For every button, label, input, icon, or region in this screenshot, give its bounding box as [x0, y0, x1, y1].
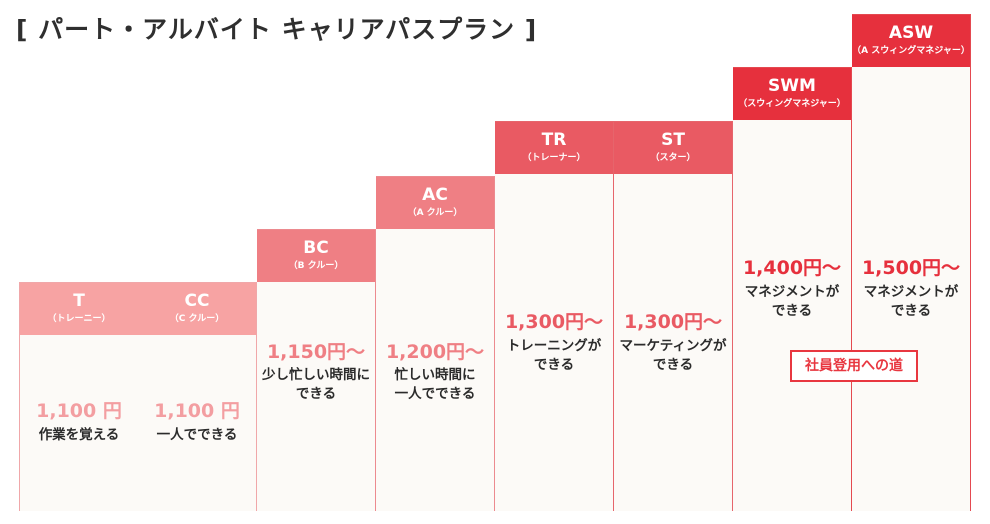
step-wage: 1,300円～ [623, 311, 723, 333]
step-code: AC [422, 185, 448, 205]
career-step-header: T （トレーニー） [20, 283, 138, 335]
step-description: できる [533, 357, 575, 373]
step-description: できる [890, 303, 932, 319]
step-subtitle: （C クルー） [169, 314, 225, 324]
career-step-header: CC （C クルー） [138, 283, 256, 335]
career-step-header: AC （A クルー） [376, 177, 494, 229]
page-title: [ パート・アルバイト キャリアパスプラン ] [16, 15, 538, 44]
step-code: BC [303, 238, 329, 258]
step-code: ST [661, 130, 685, 150]
step-subtitle: （A スウィングマネジャー） [852, 46, 970, 56]
step-description: マーケティングが [619, 338, 727, 354]
career-step-body [733, 120, 851, 511]
career-step-cc: CC （C クルー） 1,100 円 一人でできる [138, 282, 257, 511]
step-code: TR [541, 130, 567, 150]
step-description: できる [295, 386, 337, 402]
step-subtitle: （トレーニー） [47, 314, 111, 324]
employee-promotion-path-label: 社員登用への道 [790, 350, 918, 382]
career-step-body [138, 335, 256, 511]
step-description: 作業を覚える [38, 427, 120, 443]
step-wage: 1,150円～ [266, 341, 366, 363]
career-step-body [495, 174, 613, 511]
career-step-header: ASW （A スウィングマネジャー） [852, 15, 970, 67]
step-wage: 1,100 円 [36, 400, 122, 422]
step-description: トレーニングが [506, 338, 602, 354]
step-description: マネジメントが [744, 284, 840, 300]
career-step-asw: ASW （A スウィングマネジャー） 1,500円～ マネジメントが できる [852, 14, 971, 511]
step-wage: 1,300円～ [504, 311, 604, 333]
step-description: 一人でできる [156, 427, 238, 443]
career-step-tr: TR （トレーナー） 1,300円～ トレーニングが できる [495, 121, 614, 511]
career-step-header: TR （トレーナー） [495, 122, 613, 174]
step-code: ASW [888, 23, 934, 43]
career-step-body [20, 335, 138, 511]
career-step-t: T （トレーニー） 1,100 円 作業を覚える [19, 282, 139, 511]
career-step-body [376, 229, 494, 511]
step-description: できる [652, 357, 694, 373]
career-step-body [852, 67, 970, 511]
career-step-body [257, 282, 375, 511]
career-step-swm: SWM （スウィングマネジャー） 1,400円～ マネジメントが できる [733, 67, 852, 511]
step-subtitle: （スウィングマネジャー） [738, 99, 846, 109]
career-step-ac: AC （A クルー） 1,200円～ 忙しい時間に 一人でできる [376, 176, 495, 511]
career-step-bc: BC （B クルー） 1,150円～ 少し忙しい時間に できる [257, 229, 376, 511]
step-wage: 1,400円～ [742, 257, 842, 279]
step-code: CC [184, 291, 210, 311]
step-wage: 1,100 円 [154, 400, 240, 422]
career-step-header: SWM （スウィングマネジャー） [733, 68, 851, 120]
step-description: 一人でできる [394, 386, 476, 402]
step-code: SWM [768, 76, 816, 96]
step-wage: 1,500円～ [861, 257, 961, 279]
step-subtitle: （スター） [650, 153, 696, 163]
step-subtitle: （A クルー） [407, 208, 463, 218]
career-step-body [614, 174, 732, 511]
step-code: T [73, 291, 85, 311]
step-description: できる [771, 303, 813, 319]
step-wage: 1,200円～ [385, 341, 485, 363]
step-subtitle: （B クルー） [288, 261, 344, 271]
step-description: マネジメントが [863, 284, 959, 300]
step-description: 少し忙しい時間に [262, 367, 370, 383]
step-subtitle: （トレーナー） [522, 153, 586, 163]
step-description: 忙しい時間に [394, 367, 476, 383]
career-step-header: BC （B クルー） [257, 230, 375, 282]
career-step-st: ST （スター） 1,300円～ マーケティングが できる [614, 121, 733, 511]
career-step-header: ST （スター） [614, 122, 732, 174]
